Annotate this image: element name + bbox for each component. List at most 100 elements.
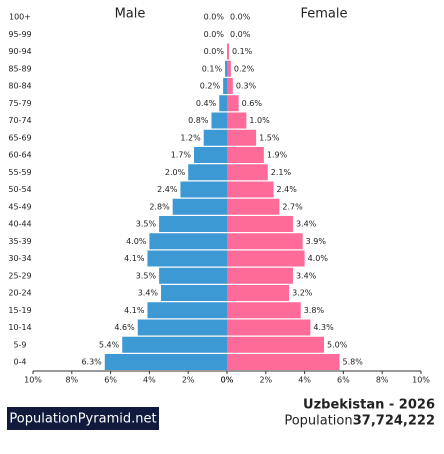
age-label: 0-4 xyxy=(13,358,26,367)
female-bar xyxy=(227,112,247,129)
value-label: 2.4% xyxy=(157,185,178,194)
female-bar xyxy=(227,354,340,370)
female-bar xyxy=(227,78,233,94)
female-bar xyxy=(227,60,231,77)
value-label: 3.4% xyxy=(296,271,317,280)
age-label: 55-59 xyxy=(8,168,31,177)
value-label: 4.0% xyxy=(308,254,329,263)
age-label: 100+ xyxy=(9,13,31,22)
female-bar xyxy=(227,285,290,301)
logo-box xyxy=(7,407,159,430)
value-label: 0.1% xyxy=(202,64,223,73)
age-label: 70-74 xyxy=(8,116,31,125)
male-bar xyxy=(159,267,227,284)
male-bar xyxy=(219,95,227,112)
female-bar xyxy=(227,181,274,198)
value-label: 0.1% xyxy=(232,47,253,56)
male-bar xyxy=(137,319,227,336)
value-label: 5.8% xyxy=(343,358,364,367)
value-label: 0.0% xyxy=(230,30,251,39)
male-bar xyxy=(104,354,227,370)
age-label: 90-94 xyxy=(8,47,31,56)
legend-female: Female xyxy=(300,7,347,22)
x-tick-label: 0% xyxy=(221,376,234,385)
female-bar xyxy=(227,129,257,146)
x-tick-label: 6% xyxy=(337,376,350,385)
value-label: 1.2% xyxy=(180,133,201,142)
value-label: 1.5% xyxy=(259,133,280,142)
value-label: 0.0% xyxy=(230,13,251,22)
x-tick-label: 4% xyxy=(298,376,311,385)
x-tick-label: 8% xyxy=(65,376,78,385)
male-bar xyxy=(159,216,227,232)
value-label: 4.0% xyxy=(126,237,147,246)
age-label: 85-89 xyxy=(8,64,31,73)
value-label: 0.8% xyxy=(188,116,209,125)
age-label: 5-9 xyxy=(13,340,26,349)
female-bar xyxy=(227,267,293,284)
age-label: 35-39 xyxy=(8,237,31,246)
male-bar xyxy=(180,181,227,198)
value-label: 4.1% xyxy=(124,254,145,263)
value-label: 1.0% xyxy=(249,116,270,125)
value-label: 3.2% xyxy=(292,289,313,298)
male-bar xyxy=(225,60,227,77)
male-bar xyxy=(147,250,227,267)
male-bar xyxy=(211,112,227,129)
population-label: Population: xyxy=(284,414,357,429)
age-label: 65-69 xyxy=(8,133,31,142)
female-bar xyxy=(227,216,293,232)
male-bar xyxy=(203,129,227,146)
value-label: 2.1% xyxy=(271,168,292,177)
male-bar xyxy=(172,198,227,215)
value-label: 0.4% xyxy=(196,99,217,108)
age-label: 80-84 xyxy=(8,82,31,91)
age-label: 50-54 xyxy=(8,185,31,194)
value-label: 3.4% xyxy=(296,220,317,229)
female-bar xyxy=(227,198,280,215)
male-bar xyxy=(194,147,227,163)
value-label: 4.3% xyxy=(313,323,334,332)
male-bar xyxy=(149,233,227,250)
age-label: 45-49 xyxy=(8,202,31,211)
x-tick-label: 2% xyxy=(259,376,272,385)
age-label: 95-99 xyxy=(8,30,31,39)
female-bar xyxy=(227,302,301,319)
value-label: 4.1% xyxy=(124,306,145,315)
x-tick-label: 0% xyxy=(221,376,234,385)
age-label: 40-44 xyxy=(8,220,31,229)
male-bar xyxy=(188,164,227,181)
x-tick-label: 6% xyxy=(104,376,117,385)
value-label: 2.0% xyxy=(165,168,186,177)
value-label: 0.0% xyxy=(204,30,225,39)
value-label: 3.9% xyxy=(306,237,327,246)
female-bar xyxy=(227,336,324,353)
value-label: 0.0% xyxy=(204,47,225,56)
value-label: 2.8% xyxy=(149,202,170,211)
female-bar xyxy=(227,319,311,336)
age-label: 20-24 xyxy=(8,289,31,298)
legend-male: Male xyxy=(115,7,146,22)
value-label: 2.4% xyxy=(277,185,298,194)
x-tick-label: 10% xyxy=(24,376,42,385)
x-tick-label: 2% xyxy=(182,376,195,385)
value-label: 0.2% xyxy=(234,64,255,73)
age-label: 15-19 xyxy=(8,306,31,315)
age-label: 30-34 xyxy=(8,254,31,263)
value-label: 0.3% xyxy=(236,82,257,91)
value-label: 4.6% xyxy=(114,323,135,332)
age-label: 25-29 xyxy=(8,271,31,280)
value-label: 0.2% xyxy=(200,82,221,91)
age-label: 10-14 xyxy=(8,323,31,332)
country-title: Uzbekistan - 2026 xyxy=(303,398,435,413)
x-tick-label: 10% xyxy=(412,376,430,385)
male-bar xyxy=(223,78,227,94)
age-label: 60-64 xyxy=(8,151,31,160)
value-label: 6.3% xyxy=(81,358,102,367)
value-label: 1.9% xyxy=(267,151,288,160)
value-label: 3.4% xyxy=(138,289,159,298)
value-label: 1.7% xyxy=(171,151,192,160)
x-tick-label: 8% xyxy=(376,376,389,385)
female-bar xyxy=(227,250,305,267)
